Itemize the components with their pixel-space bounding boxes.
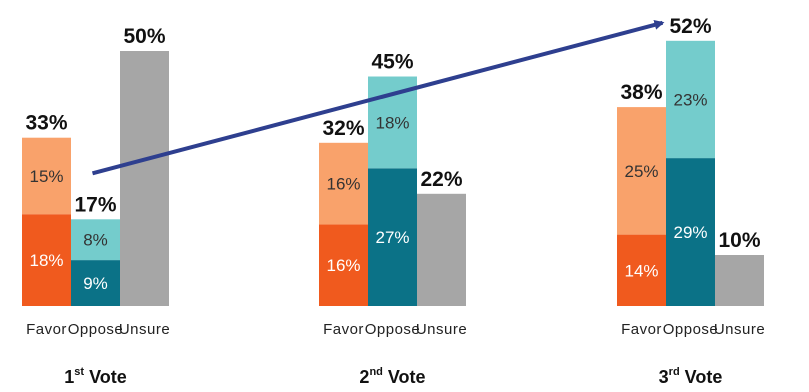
bar-segment-favor-vote1-1 [22,214,71,306]
total-label-favor-vote2: 32% [322,117,364,140]
bar-segment-favor-vote2-1 [319,224,368,306]
category-label-oppose-vote3: Oppose [663,321,719,338]
total-label-unsure-vote3: 10% [718,229,760,252]
segment-label-oppose-vote1-2: 8% [83,231,108,250]
trend-arrow-layer [91,20,665,176]
group-title-vote3: 3rd Vote [659,366,723,387]
category-label-unsure-vote1: Unsure [119,321,170,338]
category-label-favor-vote2: Favor [323,321,364,338]
segment-label-favor-vote3-2: 25% [624,162,658,181]
bar-segment-oppose-vote3-1 [666,158,715,306]
group-title-vote1: 1st Vote [64,366,126,387]
category-label-oppose-vote2: Oppose [365,321,421,338]
bar-segment-favor-vote2-2 [319,142,368,225]
bar-segment-oppose-vote1-1 [71,260,120,306]
bar-segment-favor-vote1-2 [22,137,71,215]
category-label-favor-vote3: Favor [621,321,662,338]
segment-label-favor-vote1-2: 15% [29,167,63,186]
total-label-oppose-vote3: 52% [669,15,711,38]
trend-arrow [91,20,665,176]
total-label-unsure-vote1: 50% [123,25,165,48]
segment-label-oppose-vote3-2: 23% [673,90,707,109]
category-label-unsure-vote2: Unsure [416,321,467,338]
bar-segment-unsure-vote2-1 [417,193,466,306]
bar-segment-favor-vote3-2 [617,107,666,235]
bar-segment-favor-vote3-1 [617,234,666,306]
segment-label-favor-vote2-2: 16% [326,175,360,194]
total-label-unsure-vote2: 22% [420,168,462,191]
category-label-oppose-vote1: Oppose [68,321,124,338]
group-title-vote2: 2nd Vote [359,366,425,387]
total-label-oppose-vote1: 17% [74,193,116,216]
bar-segment-unsure-vote1-1 [120,51,169,306]
total-label-favor-vote1: 33% [25,112,67,135]
segment-label-favor-vote1-1: 18% [29,251,63,270]
segment-label-oppose-vote3-1: 29% [673,223,707,242]
category-label-unsure-vote3: Unsure [714,321,765,338]
bar-segment-unsure-vote3-1 [715,255,764,306]
segment-label-oppose-vote2-1: 27% [375,228,409,247]
total-label-oppose-vote2: 45% [371,51,413,74]
segment-label-oppose-vote1-1: 9% [83,274,108,293]
segment-label-oppose-vote2-2: 18% [375,113,409,132]
bar-segment-oppose-vote3-2 [666,40,715,159]
labels-layer: 18% 15% 33% Favor 9% 8% 17% Oppose 50% Unsure 1st … [25,15,765,387]
segment-label-favor-vote3-1: 14% [624,261,658,280]
category-label-favor-vote1: Favor [26,321,67,338]
bar-segment-oppose-vote2-1 [368,168,417,306]
segment-label-favor-vote2-1: 16% [326,256,360,275]
total-label-favor-vote3: 38% [620,81,662,104]
bar-segment-oppose-vote1-2 [71,219,120,261]
bars-layer [22,40,764,306]
